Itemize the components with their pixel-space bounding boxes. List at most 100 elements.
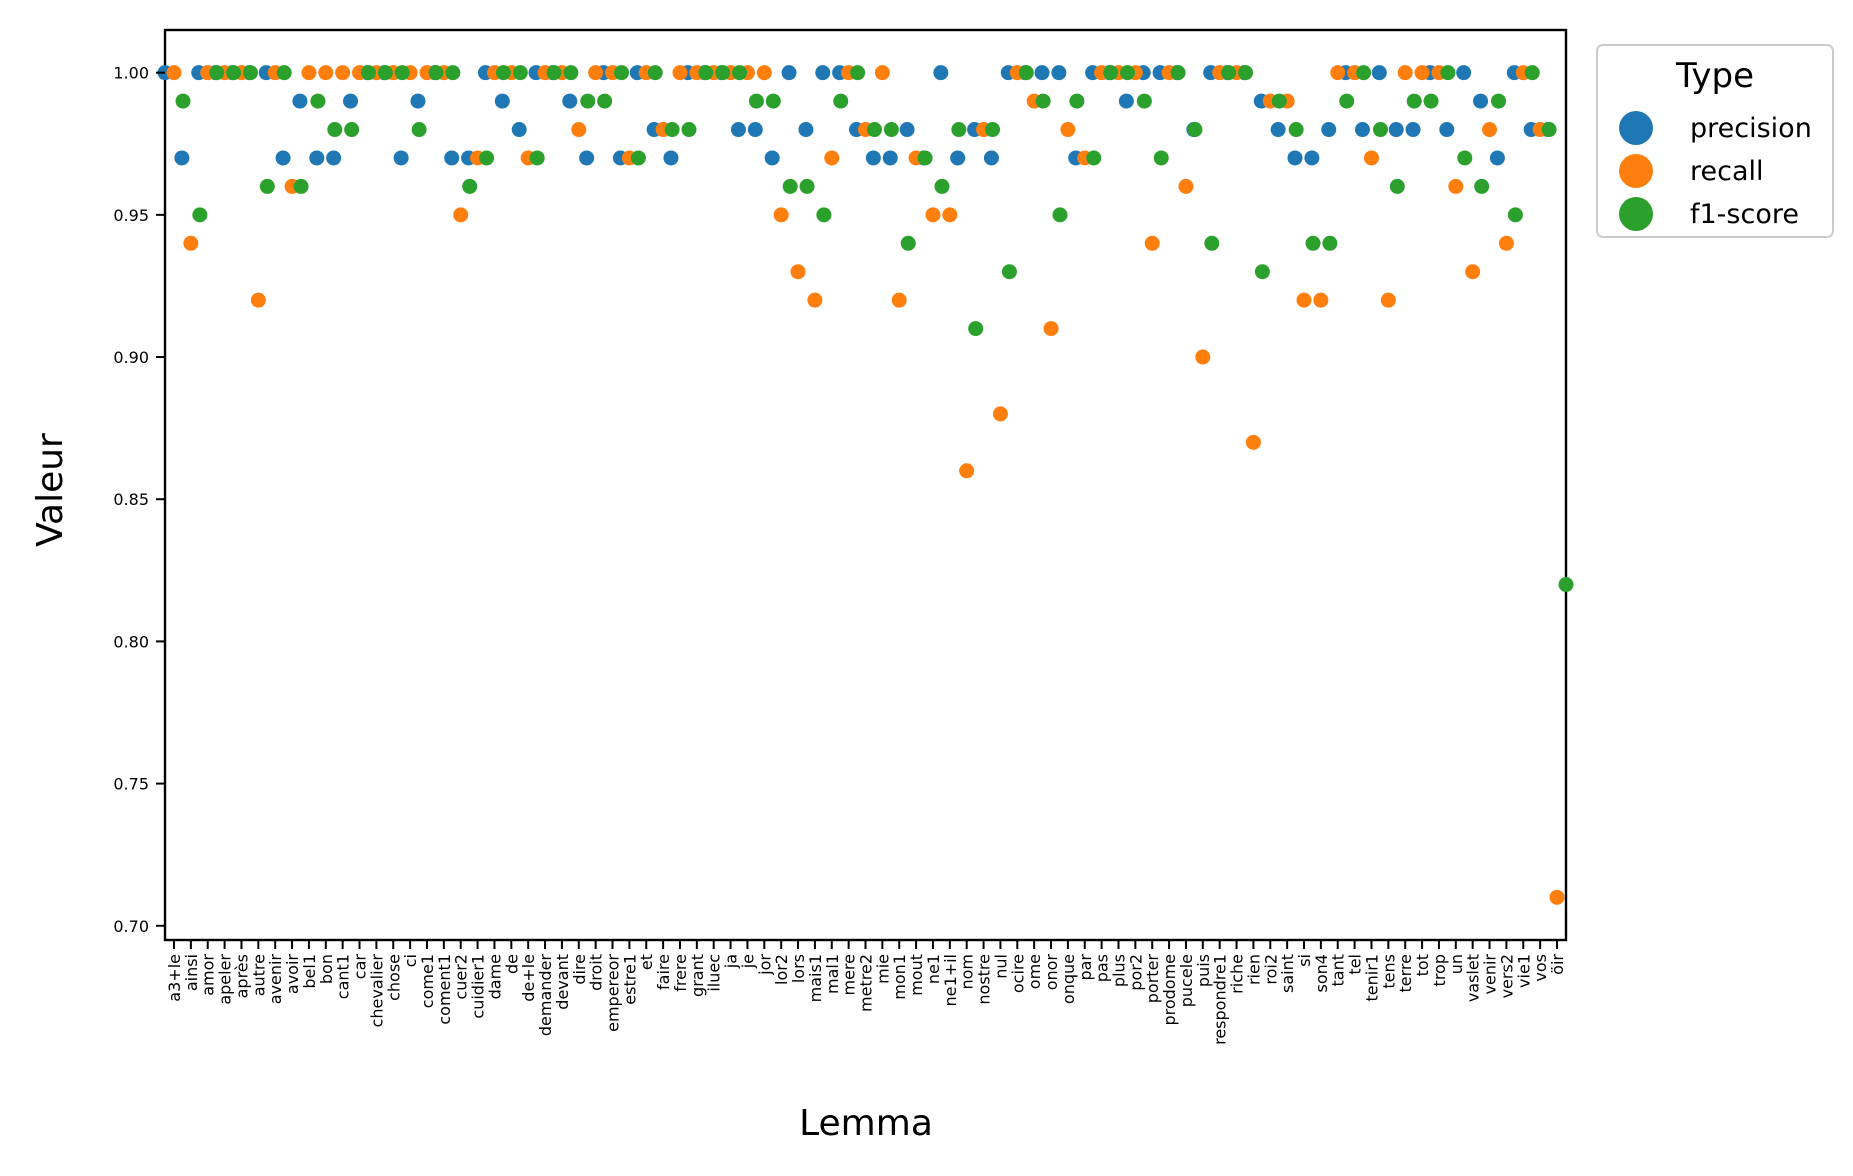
x-tick-label: riche: [1228, 954, 1247, 994]
x-tick-label: cuer2: [452, 954, 471, 1000]
data-point-precision: [781, 65, 797, 81]
data-point-recall: [301, 65, 317, 81]
data-point-recall: [1498, 235, 1514, 251]
data-point-f1-score: [664, 122, 680, 138]
data-point-recall: [756, 65, 772, 81]
x-tick-label: faire: [654, 954, 673, 990]
data-point-f1-score: [816, 207, 832, 223]
data-point-precision: [950, 150, 966, 166]
data-point-f1-score: [1406, 93, 1422, 109]
data-point-precision: [730, 122, 746, 138]
data-point-recall: [166, 65, 182, 81]
x-tick-label: ainsi: [182, 954, 201, 991]
data-point-precision: [882, 150, 898, 166]
x-tick-label: si: [1295, 954, 1314, 967]
data-point-f1-score: [428, 65, 444, 81]
data-point-f1-score: [209, 65, 225, 81]
data-point-f1-score: [192, 207, 208, 223]
data-point-f1-score: [1170, 65, 1186, 81]
x-tick-label: et: [637, 954, 656, 970]
x-tick-label: onque: [1059, 954, 1078, 1004]
x-tick-label: venir: [1481, 954, 1500, 995]
x-tick-label: mere: [840, 954, 859, 996]
x-tick-label: vers2: [1497, 954, 1516, 998]
data-point-precision: [292, 93, 308, 109]
data-point-precision: [815, 65, 831, 81]
x-tick-label: puis: [1194, 954, 1213, 987]
data-point-f1-score: [479, 150, 495, 166]
data-point-recall: [1245, 434, 1261, 450]
data-point-precision: [1321, 122, 1337, 138]
data-point-f1-score: [546, 65, 562, 81]
data-point-precision: [326, 150, 342, 166]
data-point-f1-score: [1119, 65, 1135, 81]
y-tick-label: 0.95: [113, 206, 149, 225]
x-tick-label: nom: [958, 954, 977, 990]
data-point-f1-score: [327, 122, 343, 138]
x-tick-label: de: [502, 954, 521, 974]
data-point-precision: [1304, 150, 1320, 166]
x-tick-label: onor: [1042, 954, 1061, 991]
data-point-recall: [959, 463, 975, 479]
data-point-recall: [891, 292, 907, 308]
data-point-f1-score: [732, 65, 748, 81]
data-point-recall: [925, 207, 941, 223]
legend-marker-recall: [1619, 154, 1653, 188]
data-point-f1-score: [900, 235, 916, 251]
x-tick-label: de+le: [519, 954, 538, 1002]
x-tick-label: chevalier: [367, 954, 386, 1028]
x-tick-label: come1: [418, 954, 437, 1008]
x-tick-label: ocire: [1008, 954, 1027, 993]
x-tick-label: lors: [789, 954, 808, 983]
data-point-f1-score: [1238, 65, 1254, 81]
legend-label-f1-score: f1-score: [1690, 199, 1799, 230]
x-tick-label: apeler: [216, 954, 235, 1005]
data-point-f1-score: [1271, 93, 1287, 109]
x-tick-label: droit: [587, 954, 606, 991]
x-tick-label: amor: [199, 954, 218, 996]
data-point-recall: [992, 406, 1008, 422]
data-point-f1-score: [934, 178, 950, 194]
x-tick-label: pas: [1093, 954, 1112, 982]
data-point-recall: [773, 207, 789, 223]
data-point-precision: [343, 93, 359, 109]
legend-marker-precision: [1619, 111, 1653, 145]
x-tick-label: a3+le: [165, 954, 184, 1002]
x-tick-label: autre: [249, 954, 268, 996]
data-point-recall: [1144, 235, 1160, 251]
legend-items: precision recall f1-score: [1619, 111, 1812, 231]
data-point-f1-score: [377, 65, 393, 81]
data-point-recall: [1178, 178, 1194, 194]
data-point-f1-score: [614, 65, 630, 81]
data-point-f1-score: [883, 122, 899, 138]
x-tick-label: cant1: [334, 954, 353, 999]
data-point-precision: [1439, 122, 1455, 138]
data-point-f1-score: [833, 93, 849, 109]
y-tick-label: 0.80: [113, 632, 149, 651]
x-tick-label: devant: [553, 954, 572, 1010]
data-point-f1-score: [968, 321, 984, 337]
legend-title: Type: [1675, 56, 1754, 96]
data-point-f1-score: [1339, 93, 1355, 109]
data-point-f1-score: [1372, 122, 1388, 138]
x-tick-label: lor2: [772, 954, 791, 985]
x-tick-label: metre2: [857, 954, 876, 1012]
x-tick-label: tot: [1413, 954, 1432, 976]
data-point-f1-score: [563, 65, 579, 81]
legend-frame: [1596, 44, 1834, 238]
data-point-recall: [874, 65, 890, 81]
data-point-precision: [798, 122, 814, 138]
data-point-f1-score: [748, 93, 764, 109]
data-point-f1-score: [310, 93, 326, 109]
data-point-f1-score: [1474, 178, 1490, 194]
data-points: [157, 65, 1574, 905]
data-point-f1-score: [1524, 65, 1540, 81]
x-tick-label: ome: [1025, 954, 1044, 989]
data-point-precision: [1354, 122, 1370, 138]
x-tick-label: mon1: [890, 954, 909, 1000]
x-tick-label: ja: [722, 954, 741, 969]
data-point-f1-score: [580, 93, 596, 109]
data-point-recall: [1414, 65, 1430, 81]
data-point-f1-score: [1221, 65, 1237, 81]
data-point-precision: [663, 150, 679, 166]
